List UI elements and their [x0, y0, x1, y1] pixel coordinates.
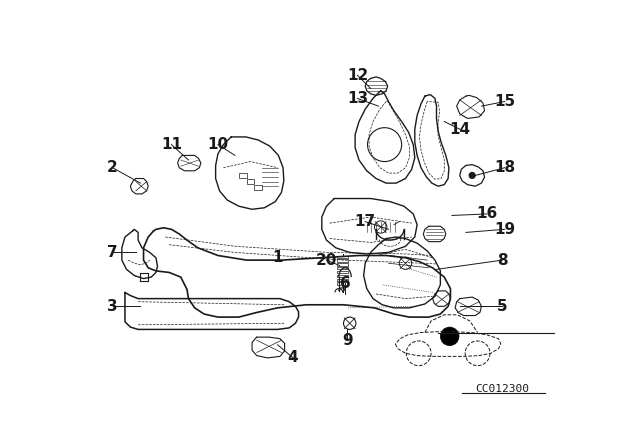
Text: 10: 10 — [207, 137, 228, 152]
Text: 5: 5 — [497, 299, 508, 314]
Text: 18: 18 — [494, 160, 515, 175]
Text: 7: 7 — [108, 245, 118, 260]
Text: CC012300: CC012300 — [476, 383, 529, 394]
Bar — [337, 259, 348, 262]
Text: 2: 2 — [107, 160, 118, 175]
Bar — [254, 185, 262, 190]
Bar — [239, 173, 246, 178]
Text: 6: 6 — [340, 276, 351, 291]
Text: 4: 4 — [288, 350, 298, 366]
Text: 16: 16 — [476, 207, 497, 221]
Text: 20: 20 — [316, 253, 337, 267]
Circle shape — [469, 172, 476, 178]
Bar — [337, 271, 348, 273]
Bar — [337, 255, 348, 258]
Text: 17: 17 — [355, 214, 376, 229]
Circle shape — [440, 327, 459, 345]
Bar — [337, 279, 348, 281]
Text: 19: 19 — [494, 222, 515, 237]
Bar — [337, 282, 348, 285]
Text: 8: 8 — [497, 253, 508, 267]
Text: 12: 12 — [347, 68, 368, 83]
Bar — [337, 267, 348, 269]
Text: 15: 15 — [494, 94, 515, 109]
Text: 11: 11 — [161, 137, 182, 152]
Text: 1: 1 — [273, 250, 283, 265]
Text: 3: 3 — [108, 299, 118, 314]
Bar — [337, 263, 348, 266]
Bar — [337, 275, 348, 277]
Bar — [246, 179, 254, 184]
Text: 14: 14 — [449, 122, 470, 137]
Text: 13: 13 — [347, 91, 368, 106]
Text: 9: 9 — [342, 333, 353, 348]
